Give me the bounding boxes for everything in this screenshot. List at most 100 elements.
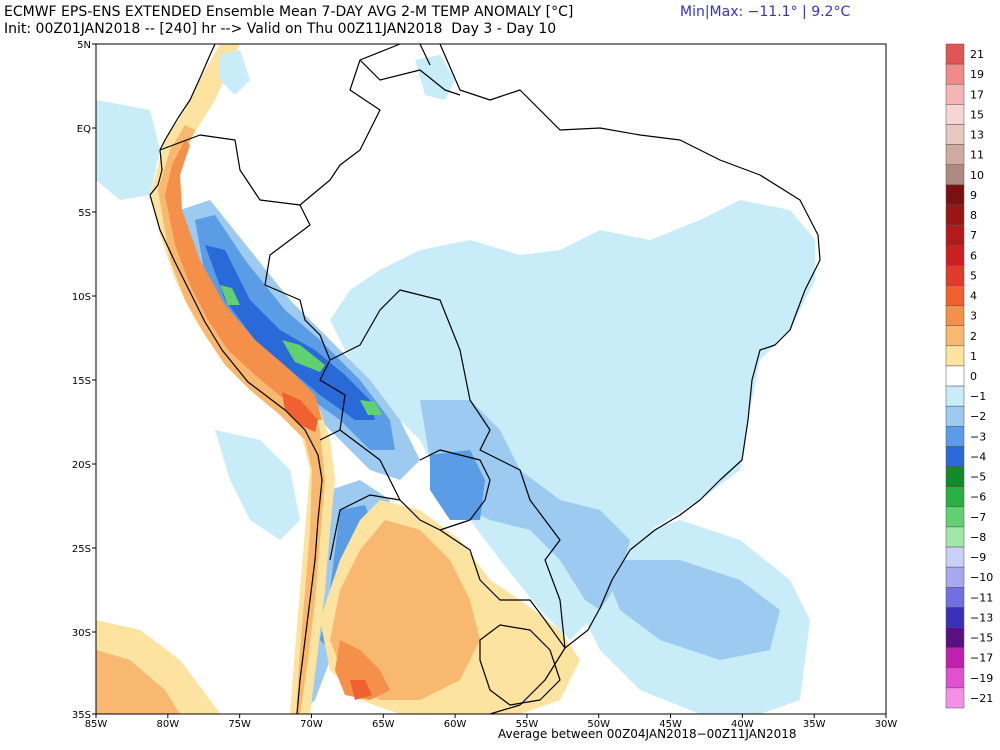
legend-swatch [945, 587, 965, 608]
anomaly-contour [282, 392, 318, 432]
legend-swatch [945, 63, 965, 85]
anomaly-contour [220, 285, 240, 305]
legend-swatch [945, 506, 965, 528]
brazil-west-border [299, 43, 566, 649]
lat-label: 10S [72, 292, 91, 303]
lat-label: 25S [72, 544, 91, 555]
legend-swatch [945, 285, 965, 306]
legend-label: −3 [970, 430, 986, 443]
lat-label: 35S [72, 710, 91, 721]
lon-label: 70W [300, 719, 323, 730]
anomaly-contour [415, 55, 455, 100]
country-borders [149, 43, 821, 715]
lon-label: 45W [659, 719, 682, 730]
legend-swatch [945, 124, 965, 145]
legend-label: 13 [970, 129, 984, 142]
lon-label: 65W [372, 719, 395, 730]
legend-label: −7 [970, 511, 986, 524]
lat-label: 30S [72, 628, 91, 639]
legend-swatch [945, 687, 965, 709]
legend-swatch [945, 43, 965, 65]
legend-swatch [945, 607, 965, 628]
legend-swatch [945, 265, 965, 286]
legend-label: 11 [970, 149, 984, 162]
anomaly-contour [220, 50, 250, 95]
anomaly-contour [282, 340, 325, 372]
anomaly-contour [330, 520, 480, 700]
lat-label: 5N [77, 40, 91, 51]
legend-label: 8 [970, 209, 977, 222]
lon-label: 75W [228, 719, 251, 730]
map-plot-area [95, 43, 887, 715]
uruguay-border [479, 624, 561, 706]
map-subtitle: Init: 00Z01JAN2018 -- [240] hr --> Valid… [4, 21, 557, 37]
legend-label: −6 [970, 491, 986, 504]
legend-label: −1 [970, 390, 986, 403]
legend-swatch [945, 627, 965, 648]
legend-label: −5 [970, 471, 986, 484]
legend-label: −11 [970, 591, 993, 604]
legend-label: 5 [970, 269, 977, 282]
legend-label: 15 [970, 108, 984, 121]
legend-label: −9 [970, 551, 986, 564]
lon-label: 30W [875, 719, 898, 730]
andes-borders [159, 134, 346, 441]
lat-label: 5S [78, 208, 91, 219]
anomaly-contour [330, 200, 815, 640]
anomaly-contour [165, 140, 322, 420]
map-title: ECMWF EPS-ENS EXTENDED Ensemble Mean 7-D… [4, 4, 574, 20]
legend-label: 4 [970, 290, 977, 303]
legend-swatch [945, 486, 965, 508]
west-coastline [149, 43, 323, 715]
legend-label: 6 [970, 249, 977, 262]
anomaly-contour [215, 430, 300, 540]
anomaly-contour [96, 100, 160, 200]
color-legend: 211917151311109876543210−1−2−3−4−5−6−7−8… [945, 43, 993, 709]
legend-swatch [945, 365, 965, 387]
lon-label: 85W [85, 719, 108, 730]
legend-label: 1 [970, 350, 977, 363]
legend-swatch [945, 325, 965, 347]
lon-label: 60W [444, 719, 467, 730]
legend-swatch [945, 446, 965, 467]
legend-label: 2 [970, 330, 977, 343]
legend-swatch [945, 164, 965, 186]
legend-swatch [945, 667, 965, 689]
legend-swatch [945, 144, 965, 165]
anomaly-contour [360, 400, 382, 415]
legend-swatch [945, 224, 965, 246]
lat-label: 15S [72, 376, 91, 387]
lat-label: 20S [72, 460, 91, 471]
east-coastline [439, 43, 821, 715]
longitude-axis: 85W 80W 75W 70W 65W 60W 55W 50W 45W 40W 35W 30W [85, 714, 898, 730]
legend-swatch [945, 244, 965, 266]
legend-swatch [945, 566, 965, 588]
legend-label: 9 [970, 189, 977, 202]
southern-borders [329, 429, 566, 649]
lon-label: 80W [157, 719, 180, 730]
legend-swatch [945, 426, 965, 447]
legend-label: −10 [970, 571, 993, 584]
legend-label: −21 [970, 692, 993, 705]
legend-swatch [945, 385, 965, 407]
anomaly-contour [335, 640, 390, 700]
legend-swatch [945, 204, 965, 226]
anomaly-contour [205, 245, 375, 420]
legend-swatch [945, 184, 965, 206]
anomaly-contour [420, 400, 630, 610]
legend-swatch [945, 405, 965, 427]
legend-swatch [945, 647, 965, 669]
legend-label: −15 [970, 632, 993, 645]
latitude-axis: 5N EQ 5S 10S 15S 20S 25S 30S 35S [72, 40, 96, 721]
lon-label: 40W [731, 719, 754, 730]
legend-label: −13 [970, 611, 993, 624]
legend-swatch [945, 526, 965, 548]
legend-swatch [945, 466, 965, 487]
legend-swatch [945, 83, 965, 105]
legend-swatch [945, 104, 965, 125]
legend-swatch [945, 305, 965, 326]
northern-borders [359, 43, 461, 96]
legend-swatch [945, 546, 965, 568]
legend-label: −2 [970, 410, 986, 423]
